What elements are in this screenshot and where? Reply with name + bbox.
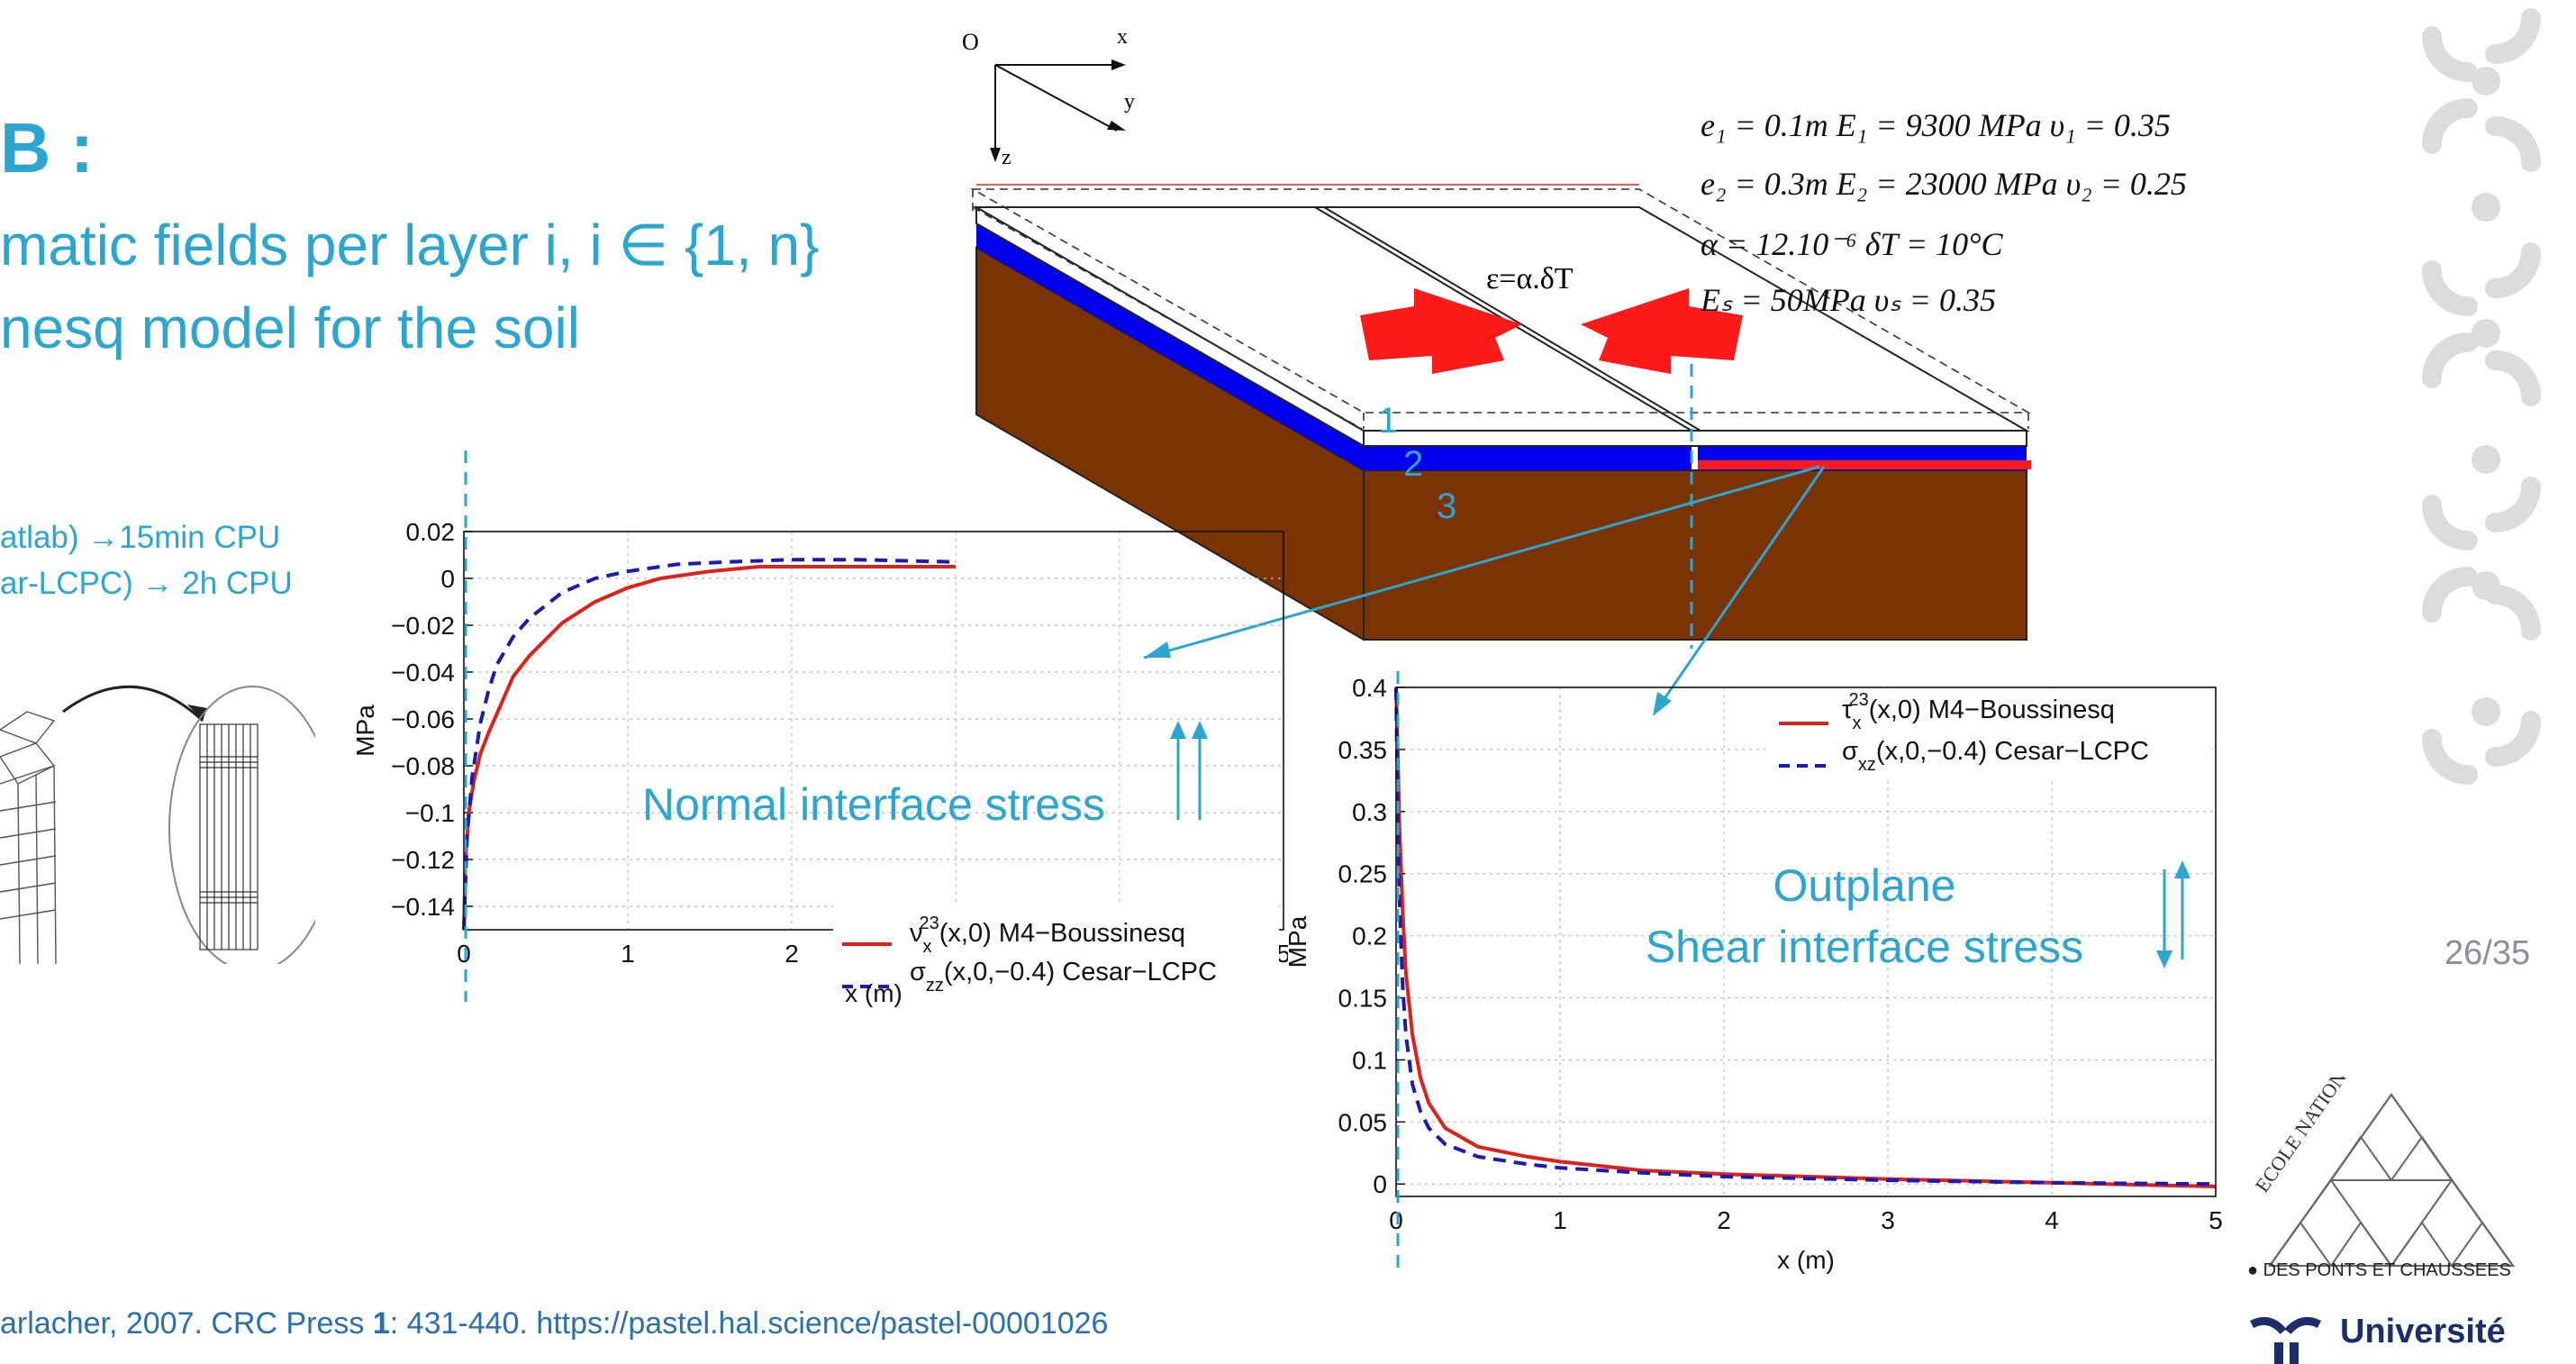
chart1-legend-bg bbox=[833, 905, 1279, 996]
y-tick-label: −0.1 bbox=[405, 799, 455, 827]
chart2-lines bbox=[1394, 687, 2217, 1188]
y-tick-label: 0.1 bbox=[1352, 1046, 1387, 1074]
chart2-frame bbox=[1395, 687, 2217, 1197]
layer-number-1: 1 bbox=[1378, 401, 1398, 441]
equation-layer1: e₁ = 0.1m E₁ = 9300 MPa υ₁ = 0.35 bbox=[1701, 107, 2171, 143]
y-tick-label: 0.15 bbox=[1338, 985, 1388, 1013]
page-number: 26/35 bbox=[2444, 934, 2531, 972]
shear-arrow-up-head bbox=[2174, 860, 2191, 878]
cpu-time-cesar: ar-LCPC) → 2h CPU bbox=[0, 566, 293, 601]
y-tick-label: 0.05 bbox=[1338, 1108, 1388, 1136]
layer1-side bbox=[1363, 430, 2027, 447]
deformed-contour bbox=[969, 188, 2032, 430]
axis-z-label: z bbox=[1002, 146, 1011, 169]
strain-label: ε=α.δT bbox=[1486, 262, 1574, 296]
axis-origin-label: O bbox=[962, 29, 979, 55]
y-tick-label: 0.2 bbox=[1352, 923, 1387, 950]
layer2-side bbox=[1364, 446, 1692, 470]
x-tick-label: 1 bbox=[1553, 1206, 1567, 1234]
x-tick-label: 0 bbox=[1389, 1206, 1403, 1234]
chart1-lines bbox=[462, 558, 957, 931]
layer-number-2: 2 bbox=[1403, 444, 1423, 484]
layer2-front bbox=[976, 223, 1364, 470]
chart-normal-stress: 0123450.020−0.02−0.04−0.06−0.08−0.1−0.12… bbox=[351, 450, 1288, 1007]
bullet-kinematic-fields: matic fields per layer i, i ∈ {1, n} bbox=[0, 213, 820, 277]
stress-arrow-head bbox=[1170, 721, 1186, 739]
school-name: ● DES PONTS ET CHAUSSEES bbox=[2247, 1260, 2511, 1280]
stress-arrow-head bbox=[1192, 721, 1208, 739]
chart1-ticks: 0123450.020−0.02−0.04−0.06−0.08−0.1−0.12… bbox=[391, 518, 1288, 968]
y-tick-label: 0 bbox=[1373, 1170, 1387, 1198]
series-line-2 bbox=[1394, 687, 2217, 1187]
slide-title-fragment: B : bbox=[0, 108, 94, 187]
chart2-legend-label-2: σxz(x,0,−0.4) Cesar−LCPC bbox=[1842, 737, 2149, 775]
equation-soil: Eₛ = 50MPa υₛ = 0.35 bbox=[1701, 282, 1996, 318]
chart2-legend-bg bbox=[1765, 689, 2211, 779]
y-tick-label: −0.14 bbox=[391, 893, 455, 921]
chart1-frame bbox=[463, 531, 1284, 931]
school-logo: ECOLE NATIONALE bbox=[2251, 1077, 2515, 1267]
chart1-legend-label-2: σzz(x,0,−0.4) Cesar−LCPC bbox=[910, 958, 1217, 996]
chart1-annotation: Normal interface stress bbox=[642, 779, 1105, 830]
chart1-legend-label-1: νx23(x,0) M4−Boussinesq bbox=[910, 914, 1185, 957]
chart2-y-axis-label: MPa bbox=[1288, 915, 1311, 968]
y-tick-label: 0.4 bbox=[1352, 674, 1387, 702]
chart1-x-axis-label: x (m) bbox=[845, 979, 903, 1007]
x-tick-label: 5 bbox=[2209, 1206, 2223, 1234]
x-tick-label: 2 bbox=[1717, 1206, 1731, 1234]
cpu-time-matlab: atlab) →15min CPU bbox=[0, 520, 281, 555]
y-tick-label: 0.02 bbox=[406, 518, 456, 546]
x-tick-label: 0 bbox=[457, 940, 471, 968]
shear-arrow-down-head bbox=[2156, 950, 2172, 968]
series-line-1 bbox=[462, 565, 956, 931]
chart2-legend-label-1: τx23(x,0) M4−Boussinesq bbox=[1842, 690, 2115, 733]
chart2-annotation-line2: Shear interface stress bbox=[1646, 922, 2083, 972]
right-expansion-arrow bbox=[1581, 288, 1743, 374]
x-tick-label: 5 bbox=[1276, 940, 1288, 968]
chart2-shear-stress-symbol bbox=[2156, 860, 2191, 968]
chart1-normal-stress-symbol bbox=[1170, 721, 1208, 820]
footer-reference: arlacher, 2007. CRC Press 1: 431-440. ht… bbox=[0, 1306, 1108, 1341]
interface-highlight bbox=[1698, 460, 2031, 469]
chart2-annotation-line1: Outplane bbox=[1773, 860, 1956, 911]
university-name: Université bbox=[2340, 1313, 2506, 1350]
y-tick-label: 0.3 bbox=[1352, 798, 1387, 826]
x-tick-label: 4 bbox=[2045, 1206, 2059, 1234]
chart1-y-axis-label: MPa bbox=[351, 705, 379, 757]
layer-number-3: 3 bbox=[1437, 486, 1456, 526]
soil-side-face bbox=[1363, 469, 2027, 641]
equation-layer2: e₂ = 0.3m E₂ = 23000 MPa υ₂ = 0.25 bbox=[1701, 166, 2187, 202]
fe-mesh-illustration bbox=[0, 658, 324, 964]
chart2-x-axis-label: x (m) bbox=[1777, 1246, 1835, 1274]
chart1-grid bbox=[463, 531, 1284, 930]
equation-thermal: α = 12.10⁻⁶ δT = 10°C bbox=[1701, 226, 2003, 262]
university-logo-mark bbox=[2249, 1316, 2322, 1364]
y-tick-label: −0.04 bbox=[391, 659, 455, 687]
y-tick-label: −0.08 bbox=[391, 752, 455, 780]
x-tick-label: 3 bbox=[1881, 1206, 1895, 1234]
y-tick-label: −0.02 bbox=[391, 612, 455, 640]
x-tick-label: 2 bbox=[785, 940, 799, 968]
y-tick-label: −0.12 bbox=[391, 846, 455, 874]
y-tick-label: −0.06 bbox=[391, 705, 455, 733]
series-line-1 bbox=[1394, 687, 2217, 1188]
left-expansion-arrow bbox=[1360, 288, 1522, 374]
axis-x-label: x bbox=[1117, 25, 1128, 49]
series-line-2 bbox=[462, 558, 957, 931]
chart-shear-stress: 0 1 2 3 4 5 0.4 0.35 0.3 0.25 0.2 0.15 0.1 0.05 0 τx23… bbox=[1288, 662, 2223, 1274]
footer-volume: 1 bbox=[372, 1306, 390, 1341]
footer-prefix: arlacher, 2007. CRC Press bbox=[0, 1306, 373, 1341]
bullet-boussinesq-model: nesq model for the soil bbox=[0, 296, 580, 360]
footer-suffix[interactable]: : 431-440. https://pastel.hal.science/pa… bbox=[389, 1306, 1109, 1341]
y-tick-label: 0 bbox=[440, 565, 455, 593]
y-tick-label: 0.35 bbox=[1338, 736, 1388, 764]
school-logo-arc-text: ECOLE NATIONALE bbox=[2251, 1077, 2373, 1196]
y-tick-label: 0.25 bbox=[1338, 860, 1388, 888]
x-tick-label: 1 bbox=[621, 940, 635, 968]
axis-y-label: y bbox=[1124, 90, 1135, 114]
decorative-pattern bbox=[2422, 8, 2541, 785]
y-axis-line bbox=[994, 64, 1118, 132]
